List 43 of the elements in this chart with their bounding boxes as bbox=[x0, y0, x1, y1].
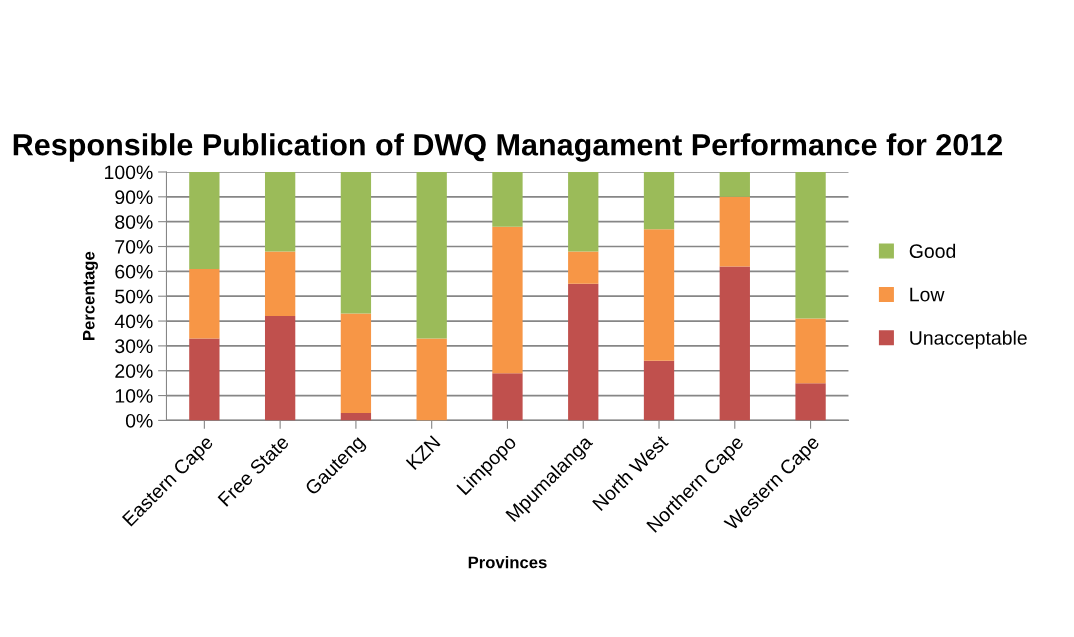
bar bbox=[719, 171, 750, 197]
bar bbox=[492, 373, 523, 421]
bar bbox=[416, 338, 447, 421]
bar bbox=[719, 266, 750, 421]
bar bbox=[340, 412, 372, 421]
bar bbox=[264, 251, 296, 317]
y-tick-label: 100% bbox=[105, 165, 153, 180]
y-tick-label: 30% bbox=[115, 339, 153, 354]
bar bbox=[189, 338, 220, 421]
bar bbox=[568, 283, 599, 421]
y-axis-title: Percentage bbox=[82, 251, 98, 341]
y-tick-label: 40% bbox=[114, 314, 153, 329]
x-axis-title: Provinces bbox=[468, 556, 547, 569]
bar bbox=[189, 268, 220, 339]
bar bbox=[492, 226, 523, 374]
y-tick-label: 10% bbox=[115, 389, 153, 403]
bar bbox=[264, 171, 296, 252]
y-tick-label: 20% bbox=[115, 364, 153, 378]
bar bbox=[492, 171, 523, 227]
bar bbox=[340, 313, 372, 413]
bar bbox=[189, 171, 220, 269]
y-tick-label: 70% bbox=[115, 239, 153, 254]
y-tick-label: 50% bbox=[115, 289, 153, 304]
bar bbox=[264, 316, 296, 421]
bar bbox=[643, 360, 675, 421]
bar bbox=[795, 171, 826, 319]
bar bbox=[795, 318, 826, 384]
bar bbox=[568, 251, 599, 284]
bar bbox=[568, 171, 599, 252]
y-tick-label: 0% bbox=[125, 413, 153, 428]
chart-title: Responsible Publication of DWQ Managament Performance for 2012 bbox=[13, 133, 1003, 162]
bar bbox=[416, 171, 447, 339]
bar bbox=[643, 229, 675, 361]
legend-label: Unacceptable bbox=[910, 330, 1027, 349]
y-tick-label: 60% bbox=[115, 264, 153, 279]
legend-label: Good bbox=[909, 243, 956, 259]
bar bbox=[643, 171, 675, 230]
y-tick-label: 90% bbox=[115, 190, 153, 205]
bar bbox=[795, 383, 826, 421]
bar bbox=[340, 171, 372, 314]
y-tick-label: 80% bbox=[115, 215, 153, 229]
bar bbox=[719, 196, 750, 267]
legend-label: Low bbox=[910, 287, 945, 302]
